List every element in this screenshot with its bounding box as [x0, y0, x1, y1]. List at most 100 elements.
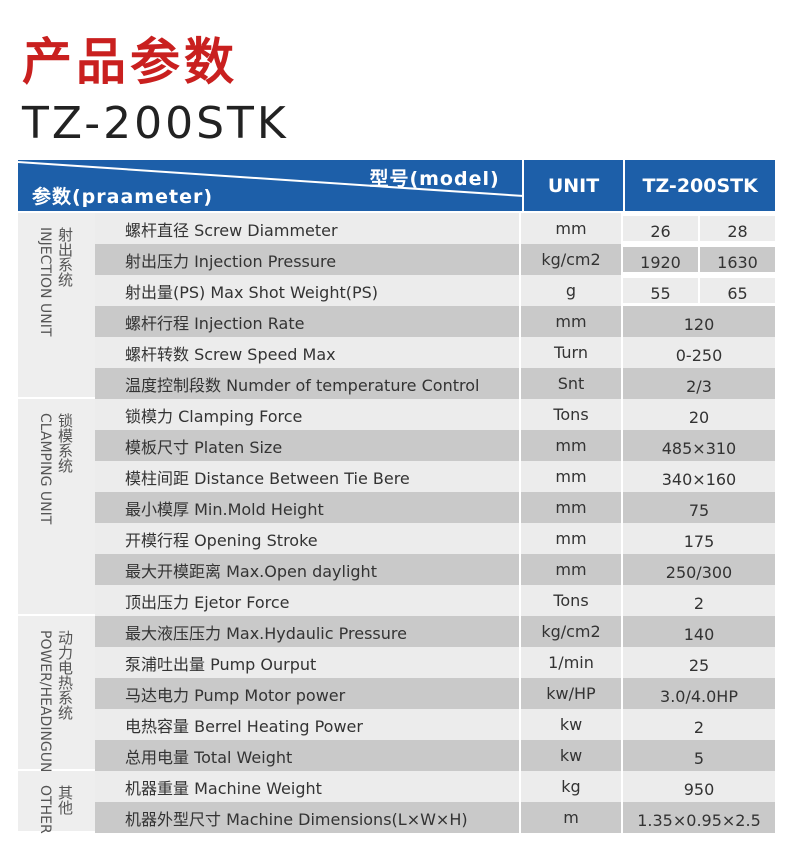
- value-cell: 2/3: [623, 368, 775, 399]
- unit-cell: mm: [521, 492, 623, 523]
- header-model-label: 型号(model): [369, 168, 500, 190]
- param-cell: 泵浦吐出量 Pump Ourput: [95, 647, 521, 678]
- unit-cell: mm: [521, 523, 623, 554]
- table-row: 电热容量 Berrel Heating Power kw 2: [95, 709, 775, 740]
- section-label: INJECTION UNIT 射出系统: [18, 213, 95, 399]
- section-en: CLAMPING UNIT: [37, 413, 53, 525]
- param-cell: 最大开模距离 Max.Open daylight: [95, 554, 521, 585]
- param-cell: 开模行程 Opening Stroke: [95, 523, 521, 554]
- table-row: 总用电量 Total Weight kw 5: [95, 740, 775, 771]
- param-cell: 电热容量 Berrel Heating Power: [95, 709, 521, 740]
- param-cell: 机器外型尺寸 Machine Dimensions(L×W×H): [95, 802, 521, 833]
- unit-cell: Turn: [521, 337, 623, 368]
- value-cell: 2: [623, 709, 775, 740]
- table-row: 马达电力 Pump Motor power kw/HP 3.0/4.0HP: [95, 678, 775, 709]
- value-cell: 75: [623, 492, 775, 523]
- value-cell: 55 65: [623, 275, 775, 306]
- table-row: 机器外型尺寸 Machine Dimensions(L×W×H) m 1.35×0.…: [95, 802, 775, 833]
- value-cell: 140: [623, 616, 775, 647]
- table-row: 最小模厚 Min.Mold Height mm 75: [95, 492, 775, 523]
- section-label: CLAMPING UNIT 锁模系统: [18, 399, 95, 616]
- param-cell: 机器重量 Machine Weight: [95, 771, 521, 802]
- section-zh: 其他: [56, 785, 74, 815]
- param-cell: 螺杆直径 Screw Diammeter: [95, 213, 521, 244]
- table-row: 模板尺寸 Platen Size mm 485×310: [95, 430, 775, 461]
- value: 1630: [698, 247, 775, 272]
- unit-cell: 1/min: [521, 647, 623, 678]
- unit-cell: mm: [521, 430, 623, 461]
- section-en: OTHER: [37, 785, 53, 834]
- rows: 螺杆直径 Screw Diammeter mm 26 28 射出压力 Injection…: [95, 213, 775, 833]
- section-zh: 锁模系统: [56, 413, 74, 473]
- value-cell: 25: [623, 647, 775, 678]
- value: 65: [698, 278, 775, 303]
- unit-cell: kg: [521, 771, 623, 802]
- value: 26: [623, 216, 698, 241]
- table-row: 螺杆转数 Screw Speed Max Turn 0-250: [95, 337, 775, 368]
- table-row: 螺杆行程 Injection Rate mm 120: [95, 306, 775, 337]
- value-cell: 485×310: [623, 430, 775, 461]
- value: 1920: [623, 247, 698, 272]
- param-cell: 最大液压压力 Max.Hydaulic Pressure: [95, 616, 521, 647]
- value-cell: 20: [623, 399, 775, 430]
- table-row: 开模行程 Opening Stroke mm 175: [95, 523, 775, 554]
- section-en: POWER/HEADINGUNIT: [37, 630, 53, 786]
- header-value: TZ-200STK: [623, 160, 775, 211]
- unit-cell: mm: [521, 554, 623, 585]
- table-row: 射出压力 Injection Pressure kg/cm2 1920 1630: [95, 244, 775, 275]
- table-row: 温度控制段数 Numder of temperature Control Snt 2…: [95, 368, 775, 399]
- section-zh: 射出系统: [56, 227, 74, 287]
- value: 28: [698, 216, 775, 241]
- table-row: 最大液压压力 Max.Hydaulic Pressure kg/cm2 140: [95, 616, 775, 647]
- section-zh: 动力电热系统: [56, 630, 74, 720]
- value-cell: 1920 1630: [623, 244, 775, 275]
- param-cell: 射出量(PS) Max Shot Weight(PS): [95, 275, 521, 306]
- value: 55: [623, 278, 698, 303]
- unit-cell: kg/cm2: [521, 244, 623, 275]
- param-cell: 锁模力 Clamping Force: [95, 399, 521, 430]
- value-cell: 250/300: [623, 554, 775, 585]
- value-cell: 0-250: [623, 337, 775, 368]
- param-cell: 射出压力 Injection Pressure: [95, 244, 521, 275]
- value-cell: 1.35×0.95×2.5: [623, 802, 775, 833]
- value-cell: 950: [623, 771, 775, 802]
- unit-cell: g: [521, 275, 623, 306]
- unit-cell: m: [521, 802, 623, 833]
- param-cell: 螺杆转数 Screw Speed Max: [95, 337, 521, 368]
- table-row: 射出量(PS) Max Shot Weight(PS) g 55 65: [95, 275, 775, 306]
- header-unit: UNIT: [521, 160, 624, 211]
- header-param-label: 参数(praameter): [32, 186, 214, 208]
- param-cell: 顶出压力 Ejetor Force: [95, 585, 521, 616]
- spec-table: 型号(model) 参数(praameter) UNIT TZ-200STK I…: [18, 160, 775, 834]
- value-cell: 175: [623, 523, 775, 554]
- table-header: 型号(model) 参数(praameter) UNIT TZ-200STK: [18, 160, 775, 211]
- table-row: 锁模力 Clamping Force Tons 20: [95, 399, 775, 430]
- unit-cell: mm: [521, 213, 623, 244]
- section-en: INJECTION UNIT: [37, 227, 53, 337]
- table-row: 泵浦吐出量 Pump Ourput 1/min 25: [95, 647, 775, 678]
- param-cell: 螺杆行程 Injection Rate: [95, 306, 521, 337]
- param-cell: 最小模厚 Min.Mold Height: [95, 492, 521, 523]
- value-cell: 2: [623, 585, 775, 616]
- header-param-cell: 型号(model) 参数(praameter): [18, 160, 522, 211]
- section-label: OTHER 其他: [18, 771, 95, 834]
- table-row: 螺杆直径 Screw Diammeter mm 26 28: [95, 213, 775, 244]
- table-row: 最大开模距离 Max.Open daylight mm 250/300: [95, 554, 775, 585]
- unit-cell: kg/cm2: [521, 616, 623, 647]
- param-cell: 温度控制段数 Numder of temperature Control: [95, 368, 521, 399]
- section-column: INJECTION UNIT 射出系统 CLAMPING UNIT 锁模系统 POWER…: [18, 213, 95, 834]
- value-cell: 340×160: [623, 461, 775, 492]
- model-title: TZ-200STK: [22, 98, 289, 149]
- param-cell: 总用电量 Total Weight: [95, 740, 521, 771]
- param-cell: 马达电力 Pump Motor power: [95, 678, 521, 709]
- param-cell: 模板尺寸 Platen Size: [95, 430, 521, 461]
- param-cell: 模柱间距 Distance Between Tie Bere: [95, 461, 521, 492]
- table-row: 顶出压力 Ejetor Force Tons 2: [95, 585, 775, 616]
- value-cell: 3.0/4.0HP: [623, 678, 775, 709]
- unit-cell: Tons: [521, 399, 623, 430]
- value-cell: 26 28: [623, 213, 775, 244]
- unit-cell: Tons: [521, 585, 623, 616]
- page-title: 产品参数: [22, 33, 238, 91]
- diagonal-divider: [18, 161, 522, 197]
- section-label: POWER/HEADINGUNIT 动力电热系统: [18, 616, 95, 786]
